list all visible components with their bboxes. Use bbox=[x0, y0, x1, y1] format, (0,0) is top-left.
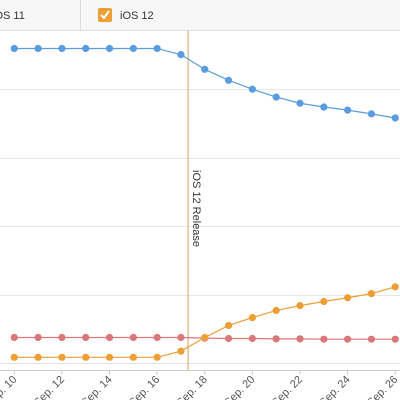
point bbox=[153, 44, 161, 53]
point bbox=[105, 353, 114, 361]
point bbox=[272, 306, 280, 315]
release-label: iOS 12 Release bbox=[190, 170, 202, 247]
series-line bbox=[14, 47, 396, 119]
point bbox=[320, 335, 328, 343]
point bbox=[82, 353, 90, 361]
point bbox=[105, 333, 114, 342]
x-tick-label: Sep. 18 bbox=[175, 374, 210, 400]
point bbox=[153, 333, 161, 342]
point bbox=[34, 333, 42, 342]
x-tick-label: Sep. 10 bbox=[0, 374, 19, 400]
point bbox=[224, 334, 233, 343]
point bbox=[367, 335, 376, 343]
point bbox=[391, 114, 399, 122]
legend-label: iOS 12 bbox=[120, 10, 154, 22]
point bbox=[272, 335, 280, 343]
point bbox=[367, 110, 376, 118]
point bbox=[82, 44, 90, 53]
point bbox=[129, 44, 137, 53]
point bbox=[153, 353, 161, 361]
point bbox=[201, 65, 209, 73]
point bbox=[344, 294, 352, 302]
point bbox=[10, 44, 18, 53]
point bbox=[344, 335, 352, 343]
point bbox=[105, 44, 114, 53]
point bbox=[367, 290, 376, 298]
point bbox=[129, 353, 137, 361]
point bbox=[58, 333, 66, 342]
point bbox=[391, 283, 399, 291]
legend-item[interactable]: iOS 11 bbox=[0, 8, 25, 22]
point bbox=[320, 103, 328, 111]
point bbox=[248, 85, 256, 93]
point bbox=[82, 333, 90, 342]
series-line bbox=[14, 286, 396, 358]
x-tick-label: Sep. 26 bbox=[365, 374, 400, 400]
point bbox=[201, 333, 209, 342]
point bbox=[296, 335, 304, 343]
point bbox=[296, 302, 304, 310]
point bbox=[177, 51, 185, 59]
point bbox=[248, 314, 256, 322]
point bbox=[34, 353, 42, 361]
legend-label: iOS 11 bbox=[0, 10, 25, 22]
point bbox=[10, 333, 18, 342]
point bbox=[58, 44, 66, 53]
legend-bar bbox=[0, 0, 400, 30]
point bbox=[129, 333, 137, 342]
point bbox=[320, 297, 328, 306]
legend-item[interactable]: iOS 12 bbox=[98, 8, 154, 22]
point bbox=[58, 353, 66, 361]
x-tick-label: Sep. 16 bbox=[127, 374, 162, 400]
x-tick-label: Sep. 20 bbox=[222, 374, 257, 400]
point bbox=[177, 333, 185, 342]
point bbox=[177, 347, 185, 355]
point bbox=[391, 335, 399, 343]
x-tick-label: Sep. 22 bbox=[270, 374, 305, 400]
point bbox=[224, 76, 233, 84]
x-tick-label: Sep. 14 bbox=[79, 374, 114, 400]
point bbox=[296, 99, 304, 107]
point bbox=[34, 44, 42, 53]
legend-check bbox=[100, 10, 110, 20]
point bbox=[344, 106, 352, 114]
x-tick-label: Sep. 24 bbox=[317, 374, 352, 400]
point bbox=[224, 321, 233, 330]
point bbox=[248, 334, 256, 343]
point bbox=[272, 93, 280, 101]
x-tick-label: Sep. 12 bbox=[32, 374, 67, 400]
point bbox=[10, 353, 18, 361]
